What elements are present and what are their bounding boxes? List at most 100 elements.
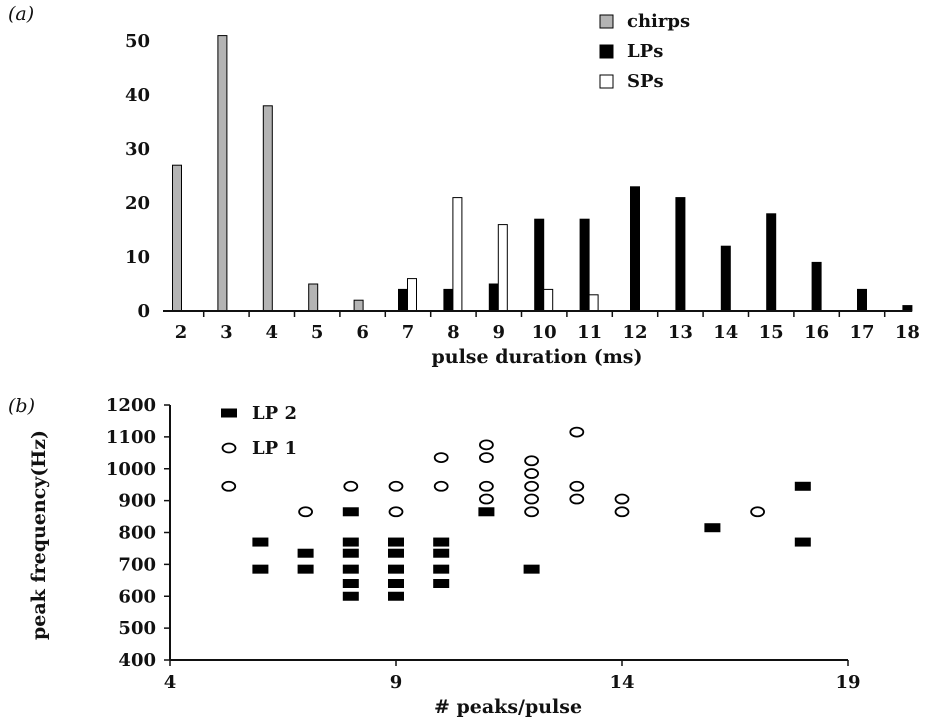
bar-sps	[452, 197, 463, 312]
panel-a-bars	[172, 35, 913, 312]
point-lp1	[433, 452, 449, 463]
point-lp1	[569, 493, 585, 505]
bar-lps	[766, 213, 777, 312]
point-lp2	[433, 564, 450, 574]
point-lp2	[388, 564, 404, 574]
bar-chirps	[308, 283, 319, 312]
point-lp1	[569, 426, 585, 438]
panel-b-y-tick-label: 700	[118, 554, 156, 575]
bar-lps	[579, 218, 590, 312]
legend-label-lp1: LP 1	[252, 438, 297, 459]
panel-b-x-tick-label: 19	[835, 672, 860, 693]
panel-a-x-axis: 2 3 4 5 6 7 8 9 10 11 12 13 14 15 16 17 18	[175, 311, 920, 343]
legend-swatch-lp2	[221, 408, 237, 418]
point-lp2	[252, 537, 269, 547]
point-lp1	[750, 506, 765, 518]
bar-sps	[588, 294, 599, 312]
point-lp2	[252, 564, 269, 574]
panel-b-x-axis: 4 9 14 19	[164, 660, 861, 693]
point-lp2	[342, 579, 359, 588]
panel-a-x-tick-label: 15	[759, 322, 784, 343]
panel-b-y-tick-label: 900	[118, 491, 156, 512]
panel-a-x-tick-label: 8	[447, 322, 460, 343]
point-lp1	[343, 480, 359, 492]
point-lp2	[433, 579, 450, 588]
legend-label-lps: LPs	[627, 41, 663, 62]
bar-lps	[720, 245, 731, 312]
point-lp1	[614, 493, 630, 505]
panel-a-y-tick-label: 10	[125, 247, 150, 268]
point-lp1	[298, 506, 314, 518]
point-lp2	[342, 537, 359, 547]
legend-swatch-chirps	[599, 14, 614, 29]
point-lp1	[524, 506, 539, 518]
legend-swatch-lps	[599, 44, 614, 59]
legend-label-lp2: LP 2	[252, 403, 297, 424]
panel-a-y-axis: 0 10 20 30 40 50	[125, 31, 150, 322]
legend-label-chirps: chirps	[627, 11, 690, 32]
panel-a-x-tick-label: 13	[668, 322, 693, 343]
point-lp2	[297, 548, 314, 558]
bar-sps	[407, 278, 417, 312]
point-lp1	[614, 506, 630, 518]
panel-b-x-axis-title: # peaks/pulse	[434, 696, 582, 718]
bar-lps	[534, 218, 545, 312]
panel-a-y-tick-label: 0	[137, 301, 150, 322]
point-lp2	[478, 507, 495, 517]
panel-a-y-tick-label: 40	[125, 85, 150, 106]
point-lp1	[478, 480, 494, 492]
point-lp1	[478, 493, 494, 505]
panel-b-y-tick-label: 1200	[106, 395, 156, 416]
panel-b-y-tick-label: 1100	[106, 427, 156, 448]
point-lp2	[342, 548, 359, 558]
bar-chirps	[172, 164, 182, 312]
point-lp1	[524, 468, 539, 479]
scatter-chart-panel-b: (b) 400 500 600 700 800 900 1000 1100 1200 4 9 14 1…	[8, 395, 861, 718]
point-lp1	[569, 480, 585, 492]
point-lp2	[433, 548, 450, 558]
point-lp1	[524, 455, 539, 467]
panel-a-x-tick-label: 10	[532, 322, 557, 343]
point-lp2	[523, 564, 540, 574]
point-lp2	[794, 537, 811, 547]
bar-lps	[488, 283, 499, 312]
panel-b-y-axis-title: peak frequency(Hz)	[28, 430, 50, 640]
panel-a-x-tick-label: 9	[493, 322, 506, 343]
panel-b-x-tick-label: 14	[609, 672, 634, 693]
panel-a-x-tick-label: 6	[356, 322, 369, 343]
panel-a-legend: chirps LPs SPs	[599, 11, 690, 92]
panel-b-x-tick-label: 4	[164, 672, 177, 693]
point-lp2	[388, 548, 404, 558]
bar-sps	[497, 224, 508, 312]
panel-b-y-tick-label: 400	[118, 650, 156, 671]
panel-a-x-tick-label: 2	[175, 322, 188, 343]
panel-a-y-tick-label: 30	[125, 139, 150, 160]
point-lp2	[704, 523, 721, 533]
panel-b-label: (b)	[8, 395, 35, 417]
panel-a-x-tick-label: 3	[220, 322, 233, 343]
panel-a-x-tick-label: 11	[577, 322, 602, 343]
bar-lps	[675, 197, 686, 312]
legend-swatch-lp1	[221, 442, 237, 454]
panel-a-x-tick-label: 18	[895, 322, 920, 343]
point-lp2	[297, 564, 314, 574]
point-lp2	[342, 591, 359, 601]
point-lp1	[433, 480, 449, 492]
panel-a-x-tick-label: 5	[311, 322, 324, 343]
legend-swatch-sps	[599, 74, 614, 89]
panel-a-y-tick-label: 20	[125, 193, 150, 214]
point-lp1	[478, 439, 494, 451]
bar-lps	[857, 288, 867, 312]
bar-chirps	[262, 105, 273, 312]
bar-lps	[630, 186, 640, 312]
point-lp1	[388, 480, 404, 492]
bar-chirps	[217, 35, 228, 312]
panel-b-legend: LP 2 LP 1	[221, 403, 297, 459]
point-lp2	[433, 537, 450, 547]
bar-chirps	[353, 299, 364, 312]
bar-chart-panel-a: (a) 0 10 20 30 40 50 2 3 4 5 6 7 8 9 10 11 12 13 14 15 16 17…	[8, 3, 920, 368]
legend-label-sps: SPs	[627, 71, 664, 92]
point-lp2	[388, 591, 404, 601]
panel-b-y-tick-label: 1000	[106, 459, 156, 480]
